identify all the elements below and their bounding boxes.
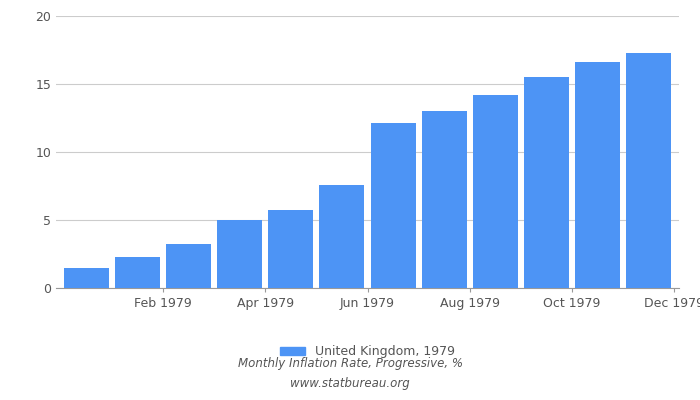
Bar bbox=[524, 77, 568, 288]
Bar bbox=[575, 62, 620, 288]
Bar bbox=[268, 210, 314, 288]
Bar bbox=[370, 124, 416, 288]
Legend: United Kingdom, 1979: United Kingdom, 1979 bbox=[275, 340, 460, 363]
Bar bbox=[626, 53, 671, 288]
Bar bbox=[218, 220, 262, 288]
Bar bbox=[64, 268, 109, 288]
Text: www.statbureau.org: www.statbureau.org bbox=[290, 378, 410, 390]
Bar bbox=[167, 244, 211, 288]
Bar bbox=[319, 185, 365, 288]
Bar bbox=[473, 95, 517, 288]
Bar bbox=[421, 111, 467, 288]
Text: Monthly Inflation Rate, Progressive, %: Monthly Inflation Rate, Progressive, % bbox=[237, 358, 463, 370]
Bar bbox=[116, 257, 160, 288]
